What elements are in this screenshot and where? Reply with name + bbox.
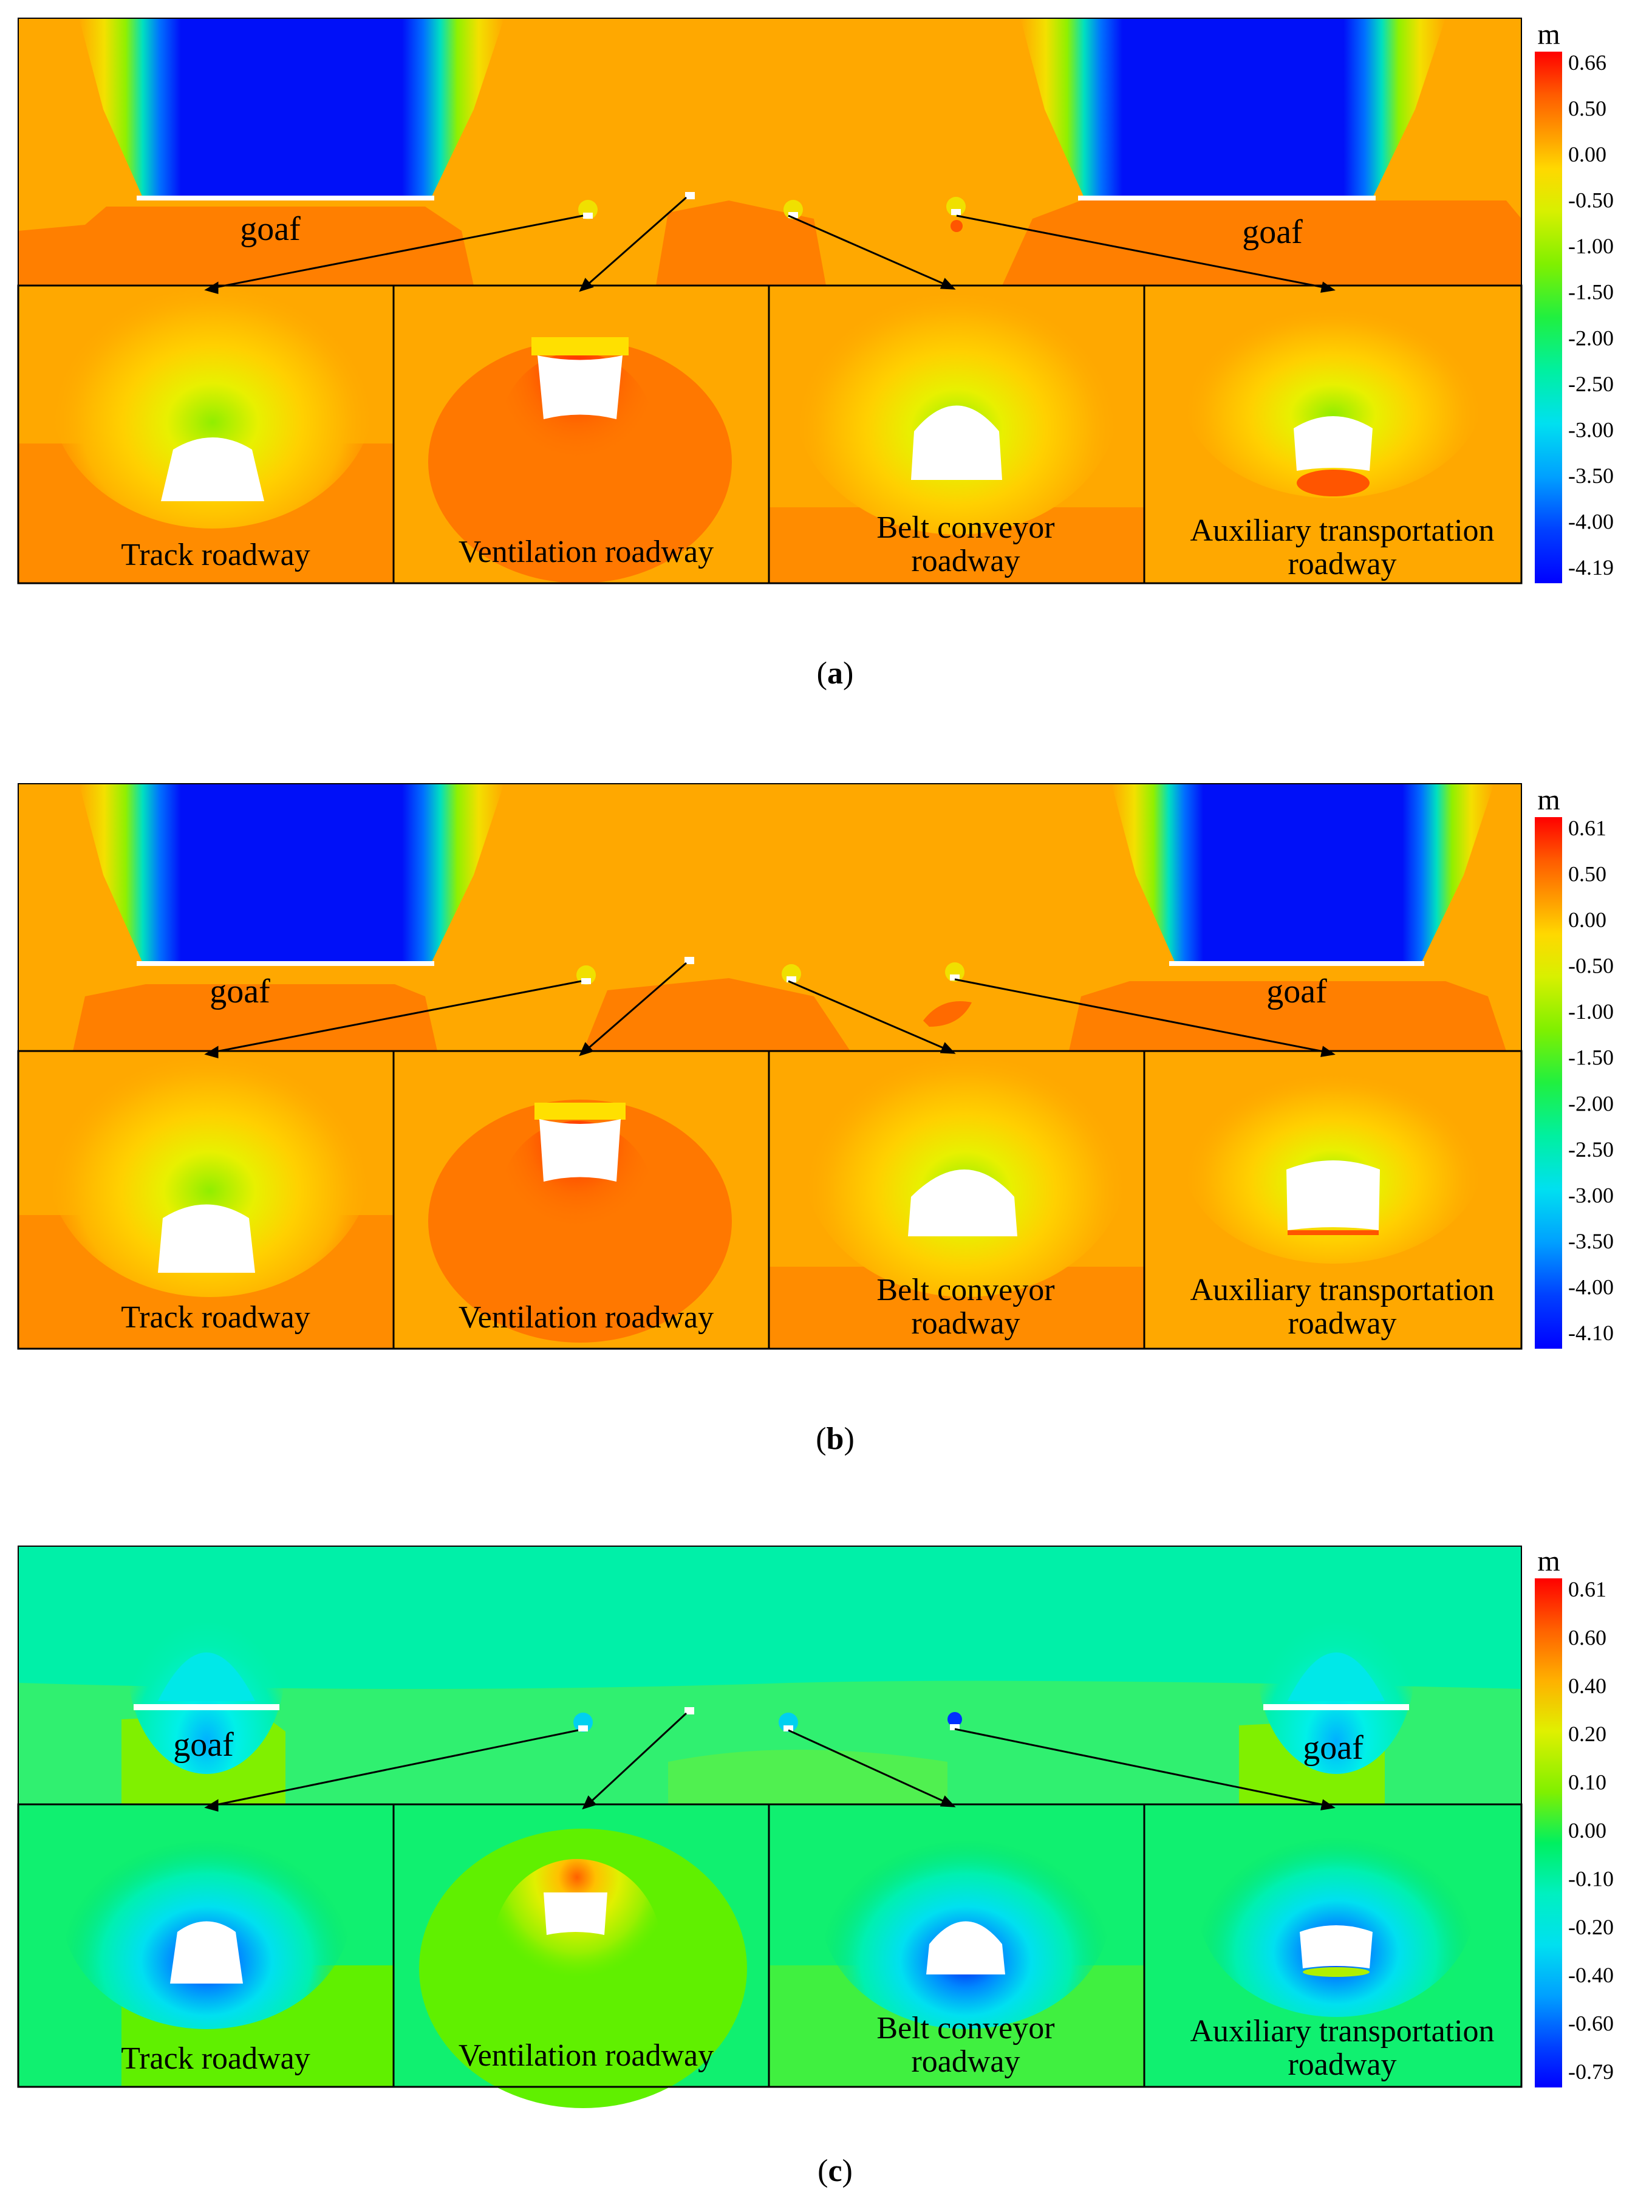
inset-track-roadway-c: Track roadway [17,1786,395,2088]
colorbar-tick-label: -1.00 [1568,234,1614,258]
colorbar-tick-label: -0.50 [1568,188,1614,213]
inset-label-line1: Belt conveyor [876,2011,1054,2046]
colorbar-tick-label: -0.10 [1568,1866,1614,1891]
inset-belt-conveyor-roadway-a: Belt conveyor roadway [768,255,1145,584]
colorbar-tick-label: -4.19 [1568,555,1614,580]
colorbar-tick-label: 0.00 [1568,1818,1606,1843]
inset-label-line1: Belt conveyor [876,1273,1054,1307]
colorbar-tick-label: 0.40 [1568,1674,1606,1698]
colorbar-tick-label: -4.00 [1568,1275,1614,1299]
inset-label-line2: roadway [1288,1306,1396,1341]
colorbar-ticks: 0.66 0.50 0.00 -0.50 -1.00 -1.50 -2.00 -2.50 -3.… [1568,50,1614,580]
inset-auxiliary-transportation-roadway-c: Auxiliary transportation roadway [1143,1786,1523,2088]
colorbar-tick-label: -1.50 [1568,1046,1614,1070]
colorbar-tick-label: 0.00 [1568,142,1606,166]
inset-label-line2: roadway [911,544,1020,578]
inset-ventilation-roadway-a: Ventilation roadway [392,284,770,584]
panel-a: goaf goaf Track roadway Ventilation road… [17,18,1614,691]
colorbar-tick-label: -3.50 [1568,1229,1614,1253]
colorbar-tick-label: -3.50 [1568,464,1614,488]
goaf-label-left: goaf [210,973,270,1010]
leader-arrows-b [204,962,1336,1058]
inset-track-roadway-a: Track roadway [17,249,395,584]
colorbar-tick-label: 0.20 [1568,1722,1606,1746]
colorbar-tick-label: 0.60 [1568,1625,1606,1649]
colorbar-tick-label: 0.61 [1568,816,1606,840]
colorbar-tick-label: -0.79 [1568,2060,1614,2084]
colorbar-ticks: 0.61 0.60 0.40 0.20 0.10 0.00 -0.10 -0.20 -0.40 -… [1568,1577,1614,2084]
inset-ventilation-roadway-c: Ventilation roadway [392,1803,770,2108]
colorbar-tick-label: 0.50 [1568,97,1606,121]
goaf-label-right: goaf [1303,1729,1364,1767]
colorbar-unit: m [1537,784,1560,816]
inset-label: Track roadway [121,538,310,572]
colorbar-tick-label: 0.61 [1568,1577,1606,1601]
inset-belt-conveyor-roadway-b: Belt conveyor roadway [768,1018,1145,1350]
colorbar-tick-label: -0.20 [1568,1915,1614,1939]
inset-label: Track roadway [121,1300,310,1335]
leader-arrows-c [204,1712,1336,1812]
caption-letter: a [827,656,843,691]
colorbar-tick-label: -3.00 [1568,1183,1614,1207]
colorbar-tick-label: 0.10 [1568,1770,1606,1795]
colorbar-tick-label: -0.40 [1568,1963,1614,1987]
caption-b: (b) [816,1422,855,1456]
colorbar-unit: m [1537,18,1560,50]
contour-map-b: goaf goaf [18,783,1522,1052]
goaf-label-right: goaf [1242,213,1303,251]
colorbar-tick-label: -3.00 [1568,417,1614,442]
colorbar-tick-label: -1.50 [1568,280,1614,304]
contour-map-a: goaf goaf [18,18,1522,286]
inset-label: Ventilation roadway [459,2038,714,2073]
panel-c: goaf goaf Track roadway Ventilation road… [17,1545,1614,2188]
colorbar-ticks: 0.61 0.50 0.00 -0.50 -1.00 -1.50 -2.00 -2.50 -3.… [1568,816,1614,1345]
inset-label: Track roadway [121,2041,310,2076]
caption-c: (c) [817,2154,853,2188]
inset-label-line2: roadway [1288,547,1396,581]
leader-arrows-a [204,196,1336,294]
colorbar-unit: m [1537,1545,1560,1577]
panel-b: goaf goaf Track roadway Ventilation road… [17,783,1614,1456]
inset-label-line2: roadway [1288,2047,1396,2082]
inset-label-line1: Belt conveyor [876,510,1054,545]
colorbar-a: m 0.66 0.50 0.00 -0.50 -1.00 -1.50 -2.00 -2.50 -… [1535,18,1614,583]
colorbar-tick-label: -2.00 [1568,1091,1614,1115]
inset-label: Ventilation roadway [459,1300,714,1335]
inset-label-line2: roadway [911,1306,1020,1341]
inset-auxiliary-transportation-roadway-a: Auxiliary transportation roadway [1143,279,1523,584]
colorbar-tick-label: 0.66 [1568,50,1606,75]
colorbar-c: m 0.61 0.60 0.40 0.20 0.10 0.00 -0.10 -0.20 -0.4… [1535,1545,1614,2087]
contour-map-c: goaf goaf [18,1546,1522,1805]
inset-track-roadway-b: Track roadway [17,1018,395,1350]
colorbar-tick-label: -2.50 [1568,1137,1614,1162]
inset-label-line1: Auxiliary transportation [1190,2014,1494,2049]
colorbar-tick-label: 0.50 [1568,862,1606,886]
caption-a: (a) [817,656,854,691]
caption-letter: b [827,1422,844,1456]
colorbar-tick-label: -2.50 [1568,372,1614,396]
inset-belt-conveyor-roadway-c: Belt conveyor roadway [768,1786,1145,2088]
caption-letter: c [828,2154,842,2188]
goaf-label-left: goaf [240,210,301,248]
colorbar-tick-label: -0.60 [1568,2012,1614,2036]
inset-ventilation-roadway-b: Ventilation roadway [392,1050,770,1350]
inset-label-line1: Auxiliary transportation [1190,513,1494,548]
inset-auxiliary-transportation-roadway-b: Auxiliary transportation roadway [1143,1045,1523,1350]
colorbar-tick-label: -0.50 [1568,954,1614,978]
inset-label: Ventilation roadway [459,535,714,569]
goaf-label-right: goaf [1266,973,1327,1010]
inset-label-line2: roadway [911,2044,1020,2079]
goaf-label-left: goaf [173,1726,234,1764]
colorbar-tick-label: -4.10 [1568,1321,1614,1345]
colorbar-tick-label: -2.00 [1568,326,1614,350]
colorbar-tick-label: -4.00 [1568,509,1614,533]
colorbar-tick-label: -1.00 [1568,999,1614,1024]
colorbar-b: m 0.61 0.50 0.00 -0.50 -1.00 -1.50 -2.00 -2.50 -… [1535,784,1614,1349]
colorbar-tick-label: 0.00 [1568,908,1606,932]
inset-label-line1: Auxiliary transportation [1190,1273,1494,1307]
